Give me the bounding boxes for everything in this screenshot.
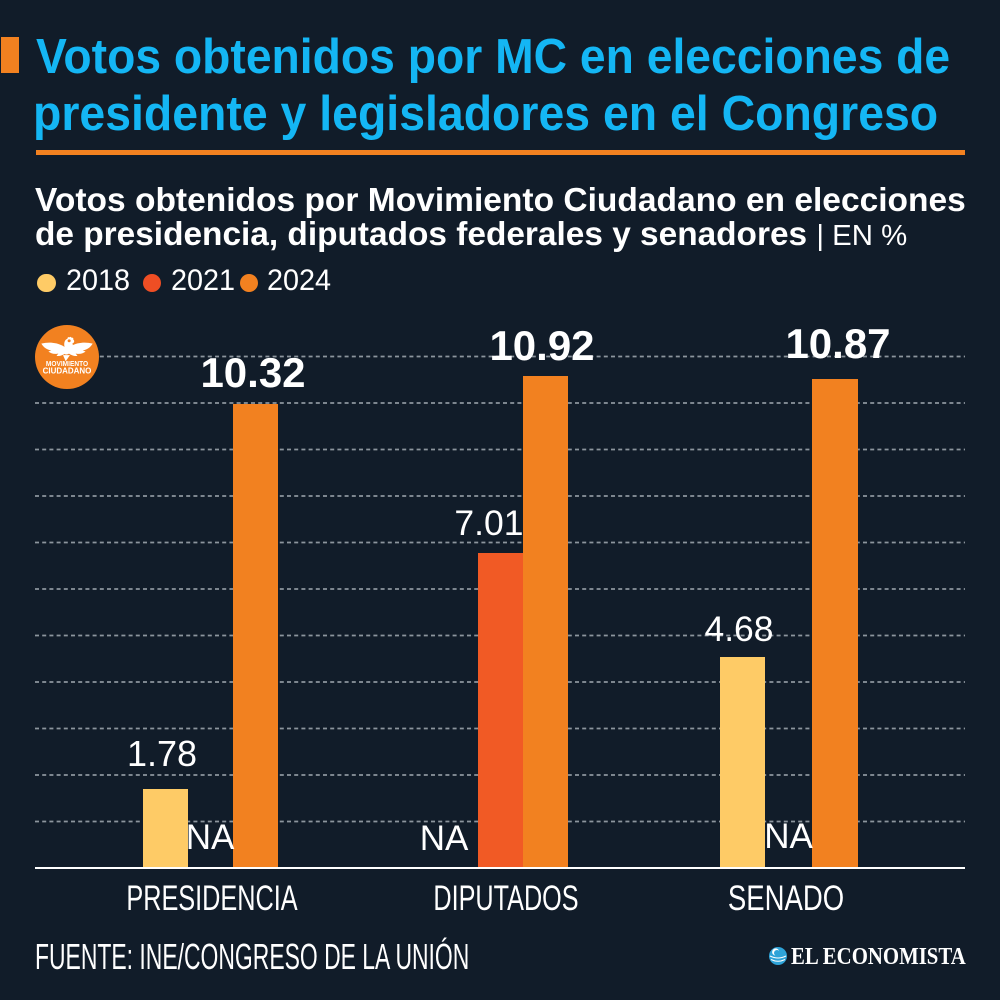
svg-text:MOVIMIENTO: MOVIMIENTO [46,360,89,368]
svg-text:CIUDADANO: CIUDADANO [43,365,92,375]
